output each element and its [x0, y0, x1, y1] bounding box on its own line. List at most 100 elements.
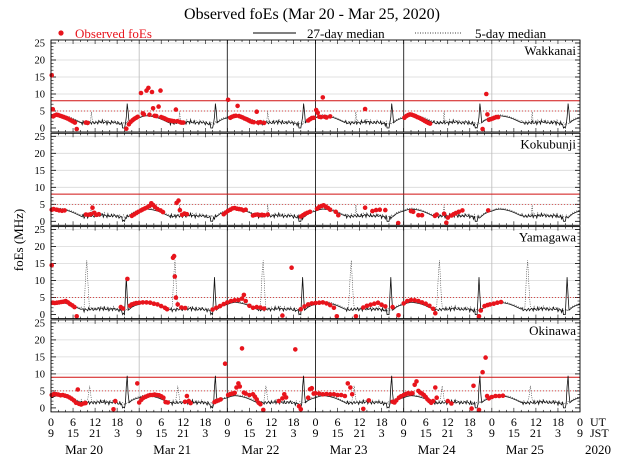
- observed-point: [289, 265, 294, 271]
- observed-point: [182, 305, 188, 311]
- x-tick-label-jst: 21: [89, 426, 101, 440]
- observed-point: [334, 314, 340, 319]
- observed-point: [483, 355, 488, 360]
- observed-point: [175, 302, 180, 307]
- observed-point: [471, 383, 476, 389]
- observed-point: [408, 297, 414, 303]
- observed-point: [184, 393, 190, 399]
- y-tick-label: 20: [35, 242, 46, 253]
- observed-point: [368, 302, 373, 308]
- observed-point: [491, 301, 497, 307]
- observed-point: [324, 115, 329, 120]
- observed-point: [293, 347, 298, 352]
- y-tick-label: 5: [40, 386, 45, 397]
- observed-point: [441, 211, 447, 217]
- observed-point: [221, 301, 226, 307]
- observed-point: [218, 397, 223, 402]
- observed-point: [460, 208, 465, 213]
- observed-point: [430, 398, 436, 404]
- observed-point: [49, 263, 54, 268]
- legend-observed-label: Observed foEs: [75, 26, 152, 41]
- y-tick-label: 15: [35, 166, 46, 177]
- observed-point: [412, 382, 418, 388]
- observed-point: [50, 107, 56, 112]
- y-tick-label: 25: [35, 225, 46, 236]
- station-label: Yamagawa: [519, 230, 576, 245]
- observed-point: [283, 395, 289, 400]
- x-tick-label-jst: 3: [290, 426, 296, 440]
- observed-point: [113, 398, 118, 404]
- day-label: Mar 22: [241, 442, 279, 457]
- day-label: Mar 24: [418, 442, 456, 457]
- observed-point: [316, 300, 322, 306]
- observed-point: [362, 106, 368, 112]
- observed-point: [239, 296, 245, 301]
- observed-point: [361, 406, 366, 412]
- observed-point: [434, 212, 440, 217]
- observed-point: [320, 300, 326, 305]
- observed-point: [75, 387, 81, 392]
- legend-median5-label: 5-day median: [475, 26, 547, 41]
- x-tick-label-ut: 0: [224, 415, 230, 429]
- x-tick-label-jst: 9: [224, 426, 230, 440]
- observed-point: [232, 298, 237, 303]
- x-tick-label-jst: 3: [467, 426, 473, 440]
- observed-point: [173, 107, 179, 112]
- observed-point: [217, 303, 223, 309]
- observed-point: [243, 298, 248, 304]
- observed-point: [331, 392, 337, 397]
- x-tick-label-jst: 9: [313, 426, 319, 440]
- x-tick-label-ut: 0: [489, 415, 495, 429]
- observed-point: [456, 209, 462, 215]
- y-tick-label: 0: [40, 310, 45, 321]
- day-label: Mar 20: [65, 442, 103, 457]
- observed-point: [241, 292, 247, 298]
- observed-point: [125, 276, 130, 282]
- x-tick-label-ut: 18: [552, 415, 564, 429]
- observed-point: [135, 381, 140, 386]
- observed-point: [124, 126, 129, 131]
- observed-point: [324, 391, 329, 397]
- observed-point: [487, 302, 493, 307]
- observed-point: [225, 97, 231, 103]
- observed-point: [476, 407, 482, 413]
- observed-point: [495, 114, 501, 120]
- x-tick-label-ut: 6: [511, 415, 517, 429]
- x-tick-label-jst: 15: [155, 426, 167, 440]
- observed-point: [147, 300, 153, 306]
- x-tick-label-jst: 21: [442, 426, 454, 440]
- observed-point: [324, 301, 329, 306]
- x-tick-label-ut: 18: [464, 415, 476, 429]
- x-tick-label-jst: 3: [202, 426, 208, 440]
- x-tick-label-jst: 15: [332, 426, 344, 440]
- observed-point: [136, 300, 142, 306]
- observed-point: [496, 393, 502, 399]
- observed-point: [261, 120, 267, 126]
- observed-point: [243, 391, 248, 396]
- observed-point: [83, 400, 88, 406]
- y-tick-label: 10: [35, 276, 46, 287]
- x-tick-label-jst: 3: [555, 426, 561, 440]
- observed-point: [480, 126, 485, 132]
- observed-point: [313, 391, 318, 396]
- observed-point: [140, 300, 146, 305]
- legend: Observed foEs 27-day median 5-day median: [58, 26, 547, 41]
- observed-point: [327, 392, 333, 397]
- observed-point: [336, 212, 341, 218]
- observed-point: [476, 314, 482, 319]
- x-tick-label-jst: 15: [508, 426, 520, 440]
- observed-point: [261, 212, 267, 218]
- observed-point: [173, 295, 179, 300]
- observed-point: [469, 406, 474, 411]
- observed-point: [331, 305, 337, 311]
- observed-point: [495, 300, 500, 306]
- station-label: Okinawa: [529, 323, 576, 338]
- observed-point: [232, 390, 237, 396]
- observed-point: [419, 300, 425, 305]
- x-tick-label-ut: 6: [246, 415, 252, 429]
- observed-point: [309, 301, 315, 306]
- observed-point: [261, 306, 267, 311]
- observed-point: [265, 212, 271, 217]
- y-tick-label: 5: [40, 107, 45, 118]
- observed-point: [146, 85, 151, 91]
